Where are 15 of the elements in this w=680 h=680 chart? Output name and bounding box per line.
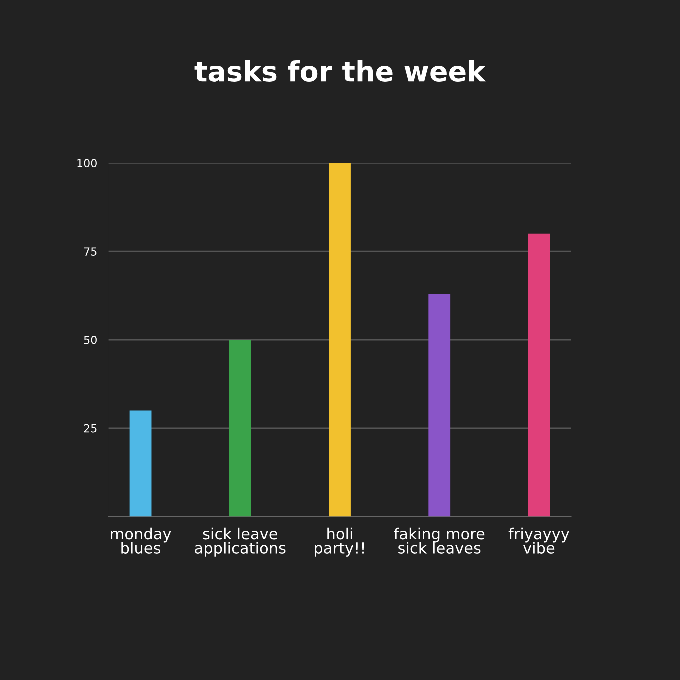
x-tick-label: faking more sick leaves (394, 528, 485, 554)
y-tick-label: 75 (84, 248, 97, 256)
x-tick-label: sick leave applications (195, 528, 286, 557)
bar (229, 340, 252, 517)
x-tick-label: holi party!! (315, 528, 364, 557)
y-tick-label: 50 (84, 336, 97, 344)
bar (528, 234, 550, 517)
y-tick-label: 25 (84, 424, 97, 433)
chart-title: tasks for the week (194, 60, 486, 82)
x-tick-label: friyayyy vibe (508, 528, 570, 554)
y-tick-label: 100 (78, 159, 97, 168)
x-tick-label: monday blues (111, 528, 172, 554)
bar (329, 163, 351, 517)
bar (130, 410, 152, 517)
bar (428, 294, 451, 517)
